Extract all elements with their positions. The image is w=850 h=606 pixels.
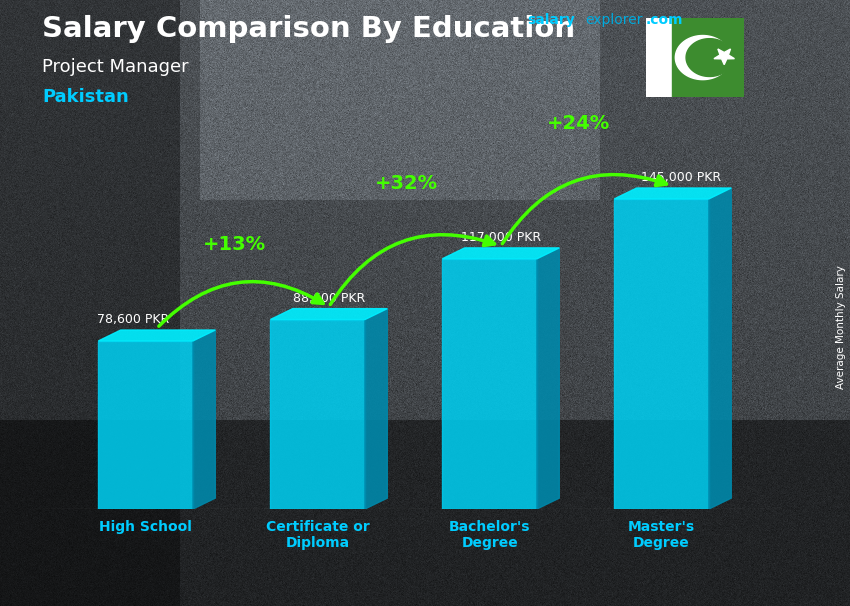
Text: salary: salary [527, 13, 575, 27]
Polygon shape [99, 330, 215, 341]
Polygon shape [270, 308, 388, 319]
Text: .com: .com [646, 13, 683, 27]
Polygon shape [537, 248, 559, 509]
Polygon shape [615, 199, 709, 509]
Polygon shape [365, 308, 388, 509]
Text: 117,000 PKR: 117,000 PKR [461, 231, 541, 244]
Polygon shape [615, 188, 731, 199]
Polygon shape [676, 36, 730, 79]
Text: 78,600 PKR: 78,600 PKR [97, 313, 169, 327]
Polygon shape [270, 319, 365, 509]
Polygon shape [442, 248, 559, 259]
Polygon shape [714, 49, 734, 65]
Polygon shape [672, 18, 744, 97]
Polygon shape [709, 188, 731, 509]
Polygon shape [99, 341, 193, 509]
Polygon shape [442, 259, 537, 509]
Text: 145,000 PKR: 145,000 PKR [642, 171, 722, 184]
Polygon shape [686, 39, 733, 76]
Text: explorer: explorer [585, 13, 643, 27]
Text: Pakistan: Pakistan [42, 88, 129, 106]
Text: Salary Comparison By Education: Salary Comparison By Education [42, 15, 575, 43]
Text: Project Manager: Project Manager [42, 58, 189, 76]
Polygon shape [193, 330, 215, 509]
Text: +13%: +13% [202, 235, 266, 254]
Text: Average Monthly Salary: Average Monthly Salary [836, 265, 846, 389]
Polygon shape [646, 18, 672, 97]
Text: 88,600 PKR: 88,600 PKR [292, 292, 365, 305]
Text: +24%: +24% [547, 115, 609, 133]
Text: +32%: +32% [375, 175, 438, 193]
